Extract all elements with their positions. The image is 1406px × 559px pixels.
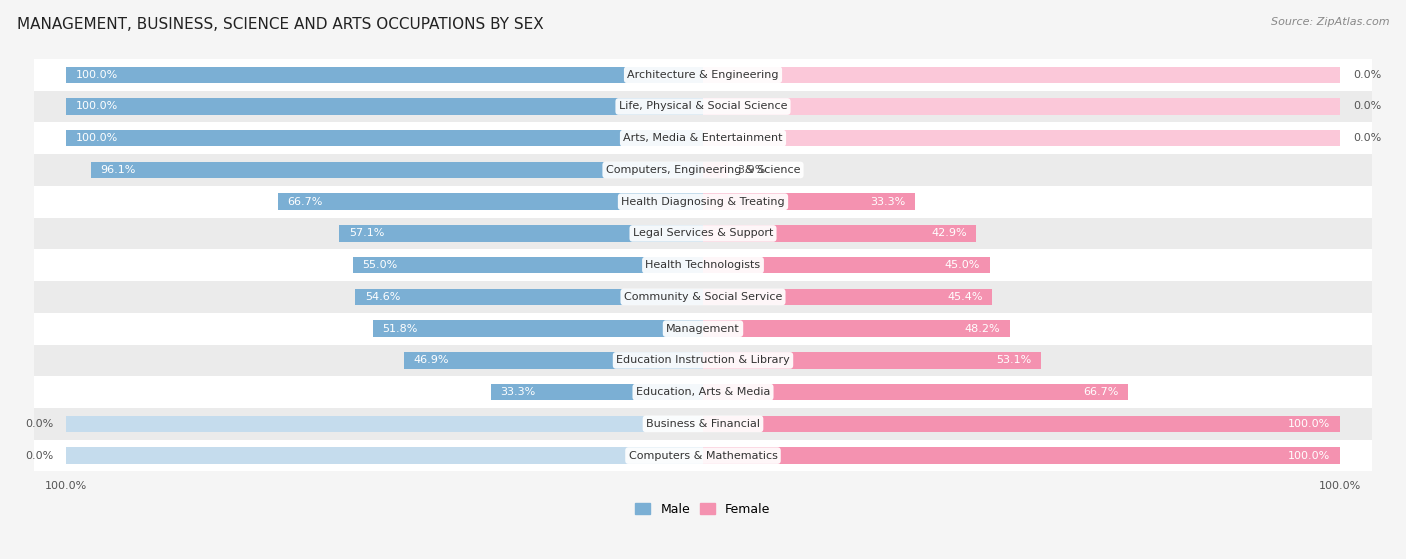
Bar: [703, 447, 1340, 464]
Bar: [703, 257, 990, 273]
Text: 51.8%: 51.8%: [382, 324, 418, 334]
Bar: [339, 225, 703, 241]
Text: 45.0%: 45.0%: [945, 260, 980, 270]
Bar: [34, 249, 1372, 281]
Bar: [34, 313, 1372, 344]
Bar: [34, 186, 1372, 217]
Bar: [703, 384, 1128, 400]
Text: Community & Social Service: Community & Social Service: [624, 292, 782, 302]
Bar: [703, 67, 1340, 83]
Text: 33.3%: 33.3%: [501, 387, 536, 397]
Text: Business & Financial: Business & Financial: [645, 419, 761, 429]
Bar: [703, 320, 1010, 337]
Text: Computers & Mathematics: Computers & Mathematics: [628, 451, 778, 461]
Text: MANAGEMENT, BUSINESS, SCIENCE AND ARTS OCCUPATIONS BY SEX: MANAGEMENT, BUSINESS, SCIENCE AND ARTS O…: [17, 17, 544, 32]
Text: Management: Management: [666, 324, 740, 334]
Text: 46.9%: 46.9%: [413, 356, 450, 366]
Text: 0.0%: 0.0%: [1353, 102, 1381, 111]
Text: 53.1%: 53.1%: [997, 356, 1032, 366]
Text: 100.0%: 100.0%: [76, 133, 118, 143]
Bar: [353, 257, 703, 273]
Text: 66.7%: 66.7%: [1083, 387, 1118, 397]
Text: 100.0%: 100.0%: [1288, 451, 1330, 461]
Text: 100.0%: 100.0%: [76, 70, 118, 80]
Text: Life, Physical & Social Science: Life, Physical & Social Science: [619, 102, 787, 111]
Bar: [703, 288, 993, 305]
Text: Computers, Engineering & Science: Computers, Engineering & Science: [606, 165, 800, 175]
Bar: [278, 193, 703, 210]
Text: Health Diagnosing & Treating: Health Diagnosing & Treating: [621, 197, 785, 207]
Text: Education, Arts & Media: Education, Arts & Media: [636, 387, 770, 397]
Bar: [703, 130, 1340, 146]
Bar: [66, 98, 703, 115]
Text: Health Technologists: Health Technologists: [645, 260, 761, 270]
Bar: [34, 376, 1372, 408]
Bar: [703, 162, 728, 178]
Bar: [34, 281, 1372, 313]
Text: Source: ZipAtlas.com: Source: ZipAtlas.com: [1271, 17, 1389, 27]
Bar: [373, 320, 703, 337]
Text: 57.1%: 57.1%: [349, 229, 384, 239]
Bar: [66, 67, 703, 83]
Text: 45.4%: 45.4%: [948, 292, 983, 302]
Text: 100.0%: 100.0%: [76, 102, 118, 111]
Bar: [34, 122, 1372, 154]
Text: 54.6%: 54.6%: [364, 292, 401, 302]
Bar: [703, 416, 1340, 432]
Bar: [34, 217, 1372, 249]
Text: 42.9%: 42.9%: [931, 229, 967, 239]
Text: 96.1%: 96.1%: [100, 165, 136, 175]
Bar: [66, 416, 703, 432]
Text: 66.7%: 66.7%: [288, 197, 323, 207]
Bar: [491, 384, 703, 400]
Bar: [34, 59, 1372, 91]
Text: Arts, Media & Entertainment: Arts, Media & Entertainment: [623, 133, 783, 143]
Bar: [34, 154, 1372, 186]
Bar: [703, 98, 1340, 115]
Bar: [34, 408, 1372, 440]
Bar: [34, 344, 1372, 376]
Text: 3.9%: 3.9%: [737, 165, 766, 175]
Bar: [703, 352, 1042, 368]
Text: 33.3%: 33.3%: [870, 197, 905, 207]
Bar: [703, 225, 976, 241]
Text: 0.0%: 0.0%: [1353, 70, 1381, 80]
Bar: [405, 352, 703, 368]
Bar: [703, 193, 915, 210]
Bar: [66, 130, 703, 146]
Text: 0.0%: 0.0%: [25, 451, 53, 461]
Text: Legal Services & Support: Legal Services & Support: [633, 229, 773, 239]
Text: 55.0%: 55.0%: [363, 260, 398, 270]
Text: 48.2%: 48.2%: [965, 324, 1001, 334]
Text: 0.0%: 0.0%: [25, 419, 53, 429]
Bar: [356, 288, 703, 305]
Text: Education Instruction & Library: Education Instruction & Library: [616, 356, 790, 366]
Text: 0.0%: 0.0%: [1353, 133, 1381, 143]
Bar: [34, 440, 1372, 471]
Legend: Male, Female: Male, Female: [630, 498, 776, 520]
Text: 100.0%: 100.0%: [1288, 419, 1330, 429]
Bar: [34, 91, 1372, 122]
Bar: [91, 162, 703, 178]
Text: Architecture & Engineering: Architecture & Engineering: [627, 70, 779, 80]
Bar: [66, 447, 703, 464]
